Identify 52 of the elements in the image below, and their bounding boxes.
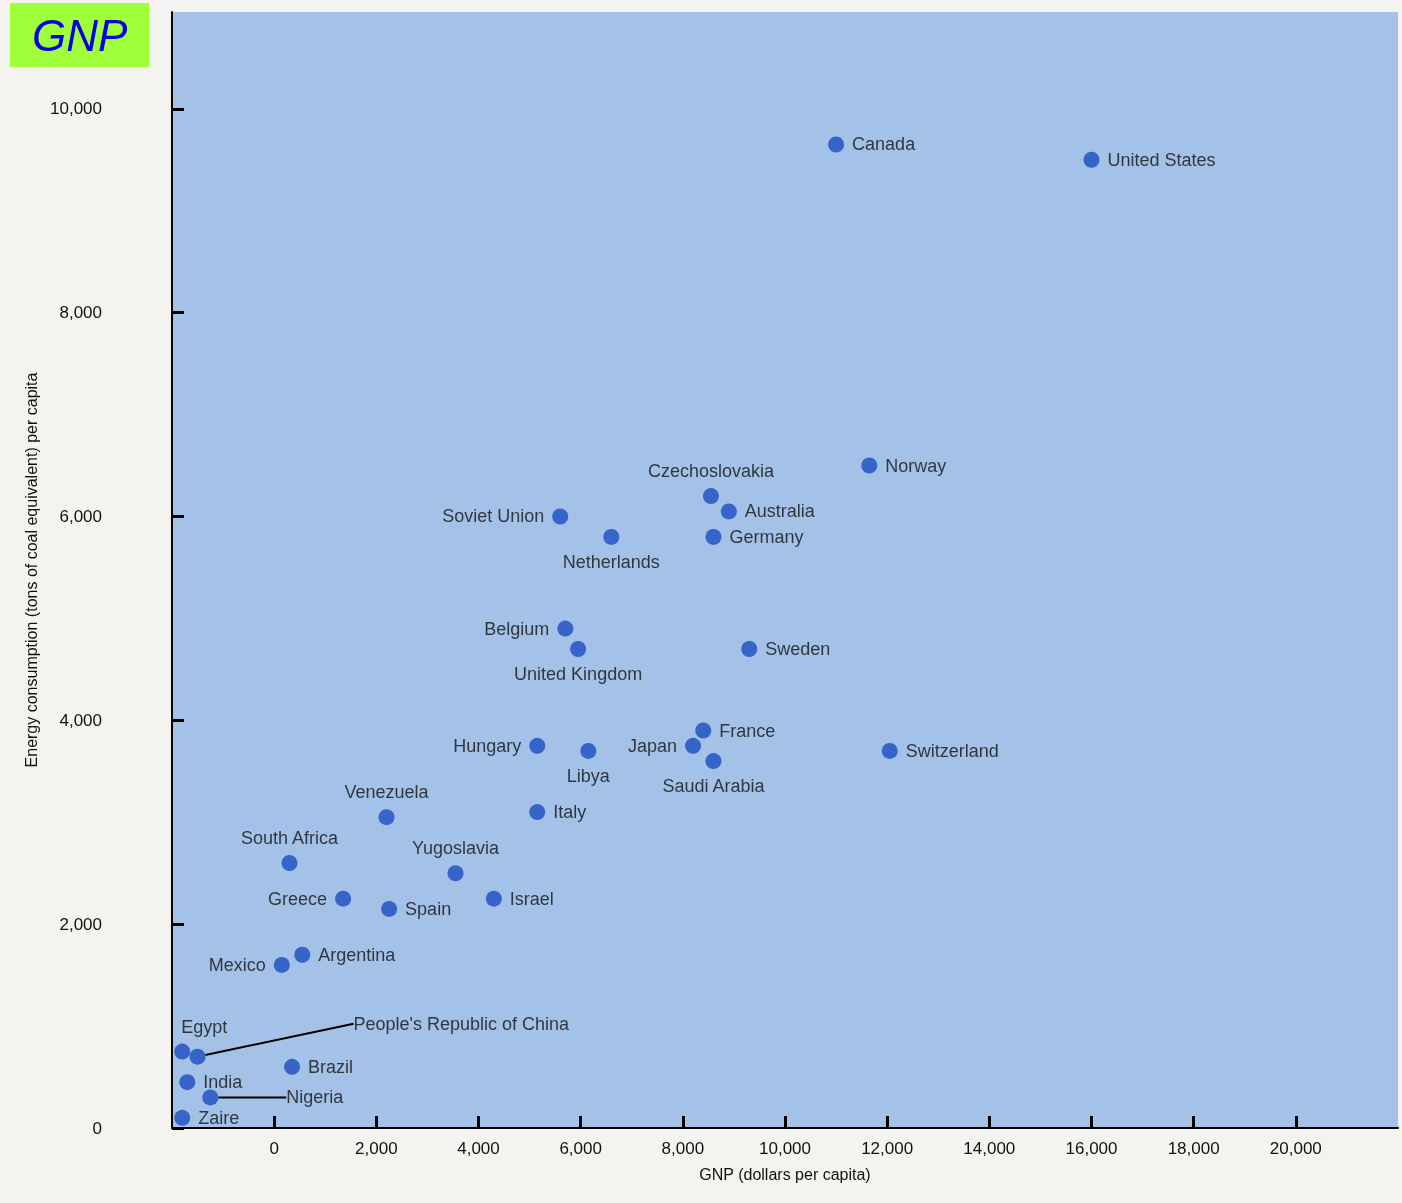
data-label: Australia bbox=[744, 501, 816, 522]
data-label: Venezuela bbox=[344, 782, 430, 803]
x-tick-label: 20,000 bbox=[1269, 1139, 1322, 1158]
y-tick-label: 2,000 bbox=[59, 914, 102, 934]
data-label: People's Republic of China bbox=[353, 1013, 571, 1034]
data-label: India bbox=[203, 1072, 244, 1093]
data-label: Czechoslovakia bbox=[647, 461, 775, 482]
data-label: Egypt bbox=[181, 1016, 228, 1037]
x-tick-label: 0 bbox=[269, 1139, 279, 1158]
y-tick-label: 10,000 bbox=[50, 99, 102, 119]
data-label: Nigeria bbox=[286, 1087, 345, 1108]
data-label: Zaire bbox=[198, 1107, 240, 1128]
x-axis-title: GNP (dollars per capita) bbox=[699, 1165, 871, 1183]
data-label: United States bbox=[1107, 149, 1216, 170]
data-label: Canada bbox=[852, 134, 917, 155]
x-tick-label: 12,000 bbox=[861, 1139, 914, 1158]
x-tick-label: 2,000 bbox=[355, 1139, 398, 1158]
x-tick-label: 8,000 bbox=[661, 1139, 705, 1158]
x-tick-label: 4,000 bbox=[457, 1139, 500, 1158]
chart-title: GNP bbox=[32, 10, 128, 60]
data-label: Netherlands bbox=[562, 551, 660, 572]
data-label: Switzerland bbox=[905, 740, 999, 761]
data-label: Mexico bbox=[208, 954, 266, 975]
data-label: South Africa bbox=[240, 828, 340, 849]
y-tick-label: 0 bbox=[92, 1118, 102, 1138]
x-tick-label: 16,000 bbox=[1065, 1139, 1118, 1158]
x-tick-label: 10,000 bbox=[759, 1139, 811, 1158]
data-label: Soviet Union bbox=[442, 506, 545, 527]
x-tick-label: 14,000 bbox=[963, 1139, 1016, 1158]
y-tick-label: 6,000 bbox=[59, 506, 102, 526]
data-label: Brazil bbox=[308, 1056, 354, 1077]
data-label: Japan bbox=[628, 735, 678, 756]
data-label: Libya bbox=[566, 765, 611, 786]
data-label: Norway bbox=[885, 455, 947, 476]
x-tick-label: 18,000 bbox=[1167, 1139, 1220, 1158]
data-label: Sweden bbox=[765, 638, 831, 659]
data-label: Italy bbox=[553, 802, 587, 823]
data-label: United Kingdom bbox=[514, 663, 643, 684]
data-label: Israel bbox=[509, 888, 554, 909]
data-label: Belgium bbox=[484, 618, 550, 639]
data-label: Yugoslavia bbox=[411, 838, 501, 859]
data-label: Spain bbox=[405, 898, 452, 919]
data-label: Germany bbox=[729, 526, 804, 547]
data-label: Hungary bbox=[453, 735, 522, 756]
x-tick-label: 6,000 bbox=[559, 1139, 602, 1158]
data-label: Saudi Arabia bbox=[662, 776, 766, 797]
y-tick-label: 8,000 bbox=[59, 303, 102, 323]
data-label: Argentina bbox=[318, 944, 397, 965]
y-tick-label: 4,000 bbox=[59, 710, 102, 730]
y-axis-title: Energy consumption (tons of coal equivalent) per capita bbox=[22, 372, 40, 768]
data-label: France bbox=[719, 720, 776, 741]
data-label: Greece bbox=[268, 888, 328, 909]
